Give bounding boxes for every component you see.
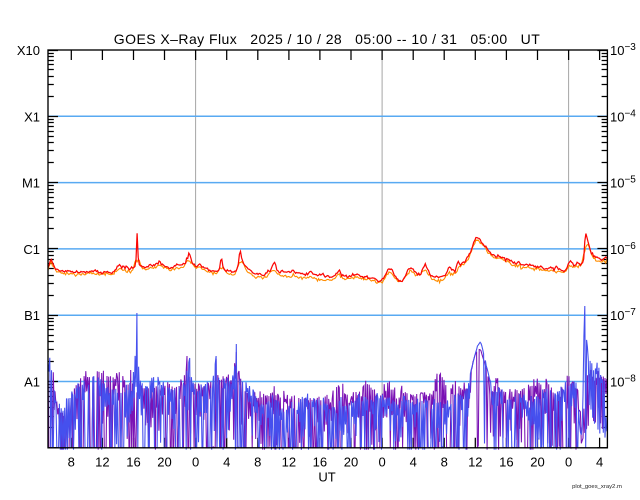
svg-text:16: 16 bbox=[313, 455, 327, 470]
svg-text:B1: B1 bbox=[24, 308, 40, 323]
svg-text:UT: UT bbox=[318, 470, 335, 485]
svg-text:X1: X1 bbox=[24, 109, 40, 124]
svg-text:GOES X–Ray Flux 2025 / 10 /: GOES X–Ray Flux 2025 / 10 / 28 05:00 -- … bbox=[114, 31, 540, 47]
svg-text:12: 12 bbox=[95, 455, 109, 470]
svg-text:8: 8 bbox=[441, 455, 448, 470]
svg-text:16: 16 bbox=[126, 455, 140, 470]
svg-text:plot_goes_xray2.m: plot_goes_xray2.m bbox=[572, 484, 622, 490]
svg-text:12: 12 bbox=[282, 455, 296, 470]
svg-text:X10: X10 bbox=[17, 43, 40, 58]
svg-text:12: 12 bbox=[468, 455, 482, 470]
svg-text:4: 4 bbox=[596, 455, 603, 470]
svg-text:20: 20 bbox=[530, 455, 544, 470]
svg-text:8: 8 bbox=[254, 455, 261, 470]
svg-text:0: 0 bbox=[192, 455, 199, 470]
svg-text:20: 20 bbox=[344, 455, 358, 470]
svg-text:0: 0 bbox=[565, 455, 572, 470]
svg-text:0: 0 bbox=[378, 455, 385, 470]
svg-text:4: 4 bbox=[223, 455, 230, 470]
svg-text:4: 4 bbox=[410, 455, 417, 470]
svg-text:A1: A1 bbox=[24, 375, 40, 390]
svg-text:C1: C1 bbox=[23, 242, 40, 257]
svg-text:20: 20 bbox=[157, 455, 171, 470]
svg-text:16: 16 bbox=[499, 455, 513, 470]
svg-text:M1: M1 bbox=[22, 176, 40, 191]
svg-text:8: 8 bbox=[68, 455, 75, 470]
